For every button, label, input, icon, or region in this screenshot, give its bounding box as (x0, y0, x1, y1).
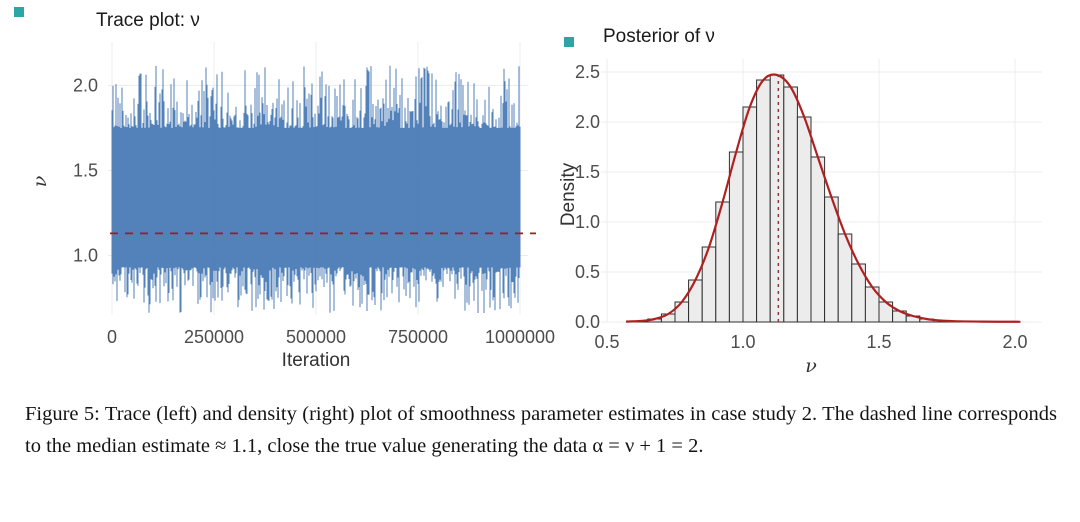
histogram-bar (688, 279, 703, 323)
histogram-bar (796, 116, 812, 323)
histogram-bar (810, 156, 826, 323)
y-axis-label: Density (558, 162, 579, 226)
figure-caption: Figure 5: Trace (left) and density (righ… (25, 403, 1057, 457)
y-tick-label: 1.5 (73, 160, 98, 180)
histogram-bar (769, 74, 785, 323)
trace-plot-svg: 1.0 1.5 2.0 0 250000 500000 750000 1000000 Trace… (29, 10, 555, 371)
x-axis-label: Iteration (282, 350, 351, 371)
density-curve (625, 73, 1021, 323)
teal-marker-right-icon (564, 37, 574, 47)
x-tick-label: 1.0 (730, 332, 755, 352)
y-tick-label: 1.0 (73, 245, 98, 265)
posterior-plot-svg: 0.00.51.01.52.02.50.5 1.0 1.5 2.0Posterior … (558, 26, 1042, 377)
histogram-bar (742, 106, 758, 323)
y-tick-label: 1.5 (575, 162, 600, 182)
x-tick-label: 1.5 (866, 332, 891, 352)
charts-row: 1.0 1.5 2.0 0 250000 500000 750000 1000000 Trace… (10, 0, 1080, 390)
x-axis-label: ν (805, 355, 817, 377)
y-tick-label: 0.0 (575, 312, 600, 332)
x-tick-label: 2.0 (1002, 332, 1027, 352)
x-tick-label: 500000 (286, 327, 346, 347)
y-axis-label: ν (29, 175, 51, 187)
y-tick-label: 2.5 (575, 62, 600, 82)
plot-title: Trace plot: ν (96, 10, 200, 31)
x-tick-label: 250000 (184, 327, 244, 347)
y-tick-label: 1.0 (575, 212, 600, 232)
histogram-bar (824, 196, 839, 323)
posterior-plot: 0.0 0.5 1.0 1.5 2.0 2.5 0.5 1.0 1.5 2.0 Posterior … (558, 0, 1080, 390)
y-tick-label: 0.5 (575, 262, 600, 282)
x-tick-label: 750000 (388, 327, 448, 347)
histogram-bar (728, 151, 744, 323)
plot-title: Posterior of ν (603, 26, 715, 47)
x-tick-label: 0.5 (594, 332, 619, 352)
x-tick-label: 0 (107, 327, 117, 347)
histogram-bar (783, 86, 798, 323)
histogram-bar (674, 301, 690, 323)
x-tick-label: 1000000 (485, 327, 555, 347)
y-tick-label: 2.0 (575, 112, 600, 132)
trace-path (111, 65, 521, 313)
teal-marker-left-icon (14, 7, 24, 17)
trace-plot: 1.0 1.5 2.0 0 250000 500000 750000 1000000 Trace… (10, 0, 558, 390)
histogram-bar (756, 79, 771, 323)
y-tick-label: 2.0 (73, 75, 98, 95)
